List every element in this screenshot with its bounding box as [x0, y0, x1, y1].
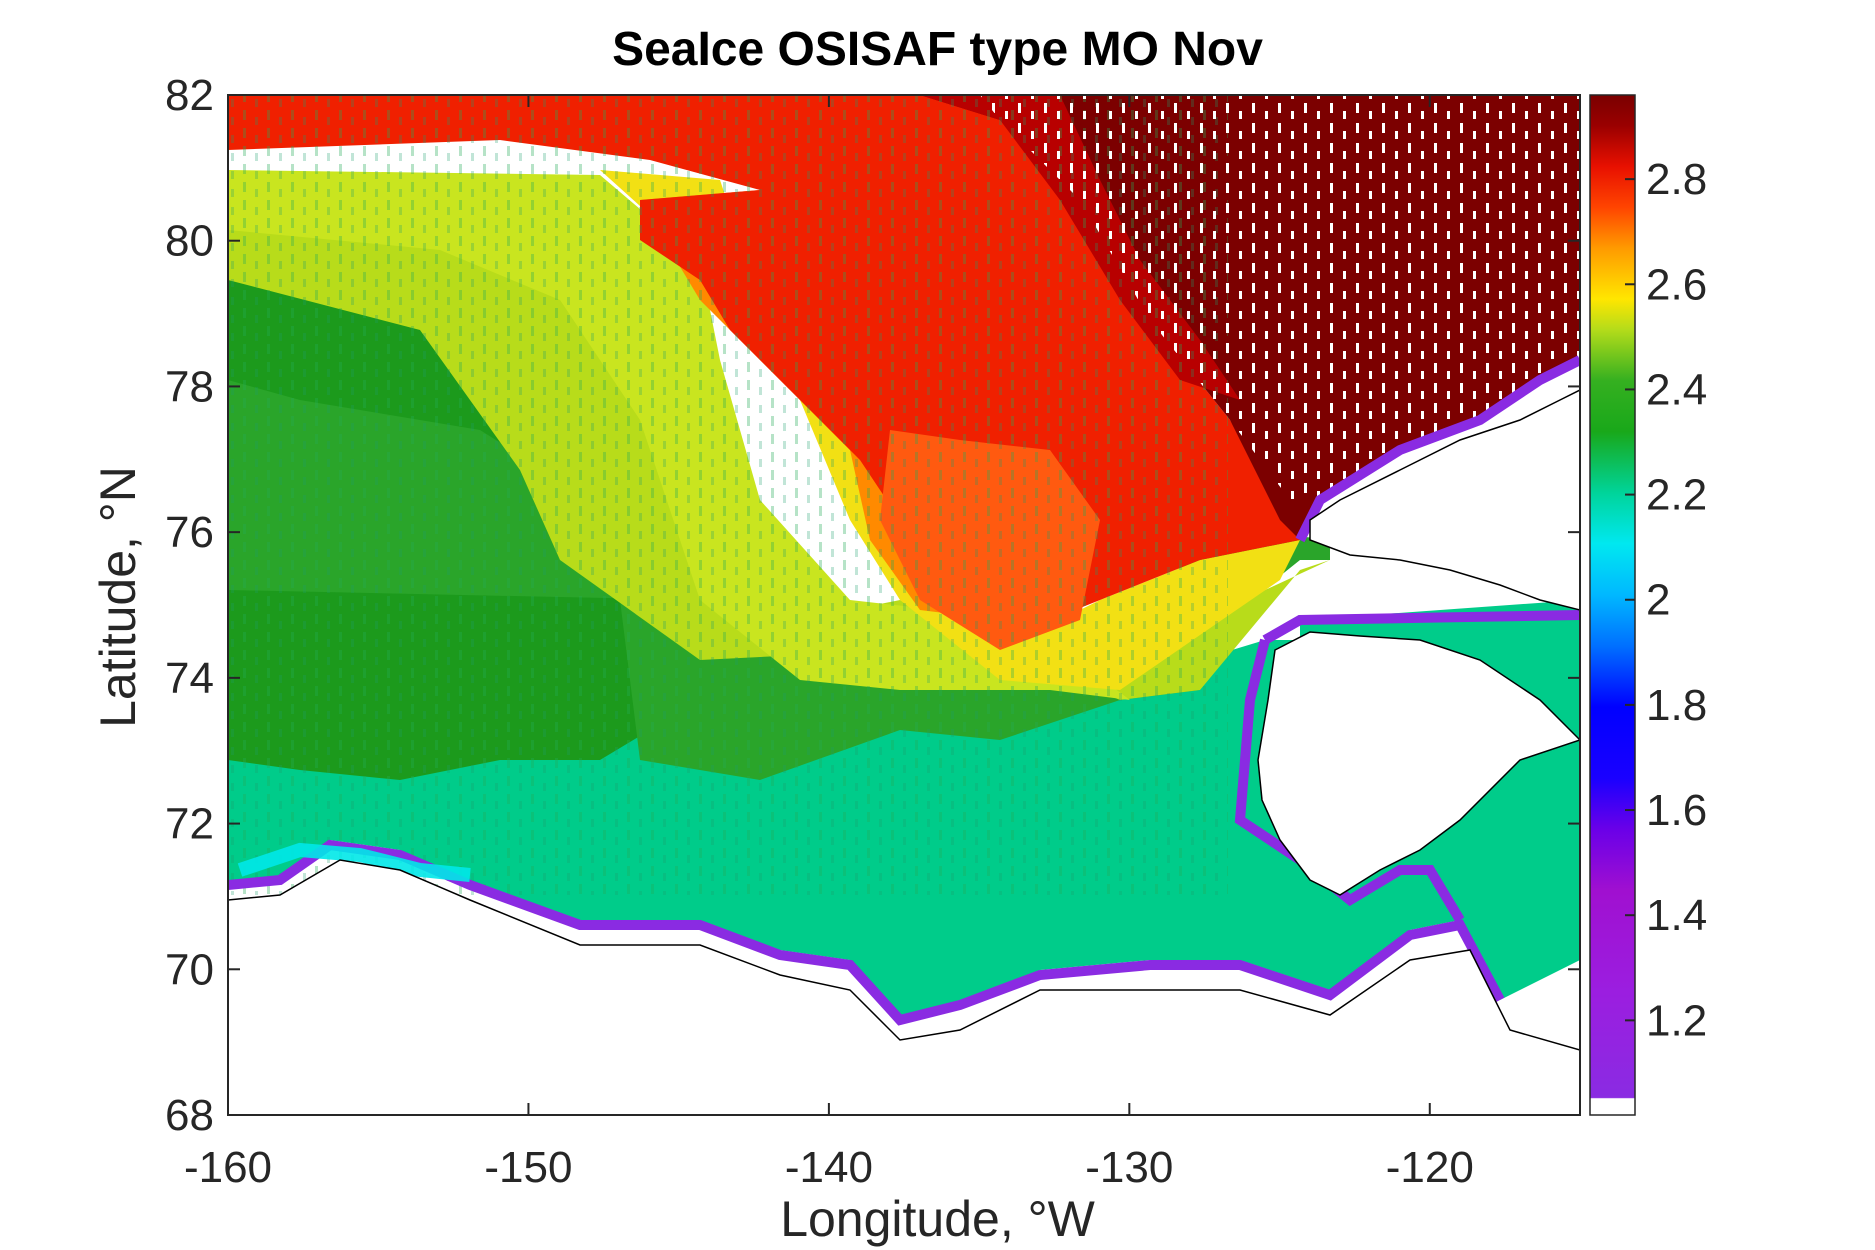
colorbar-tick-label: 1.6 [1646, 786, 1707, 835]
land-north-east [1309, 389, 1580, 611]
x-tick-label: -120 [1386, 1143, 1474, 1192]
x-axis: -160 -150 -140 -130 -120 [184, 95, 1474, 1192]
field-east-fringe [1295, 355, 1580, 543]
colorbar-tick-label: 2.4 [1646, 365, 1707, 414]
colorbar-tick-label: 2.2 [1646, 471, 1707, 520]
axes-box [227, 94, 1581, 1116]
sea-ice-field [228, 95, 1580, 1115]
y-tick-label: 68 [165, 1091, 214, 1140]
y-axis-label: Latitude, °N [90, 466, 146, 728]
y-tick-label: 82 [165, 71, 214, 120]
speckle-overlay-green [228, 95, 1228, 895]
colorbar [1589, 94, 1636, 1116]
chart-title: SeaIce OSISAF type MO Nov [612, 23, 1263, 76]
x-axis-label: Longitude, °W [780, 1191, 1095, 1247]
y-tick-label: 78 [165, 362, 214, 411]
y-tick-label: 72 [165, 800, 214, 849]
land-island [1257, 631, 1580, 896]
field-coastal-fringe [228, 839, 1505, 1026]
x-tick-label: -160 [184, 1143, 272, 1192]
y-tick-label: 80 [165, 217, 214, 266]
land-mainland [228, 859, 1580, 1115]
y-tick-label: 74 [165, 654, 214, 703]
colorbar-tick-label: 1.2 [1646, 996, 1707, 1045]
x-tick-label: -150 [484, 1143, 572, 1192]
x-tick-label: -140 [785, 1143, 873, 1192]
y-axis: 68 70 72 74 76 78 80 82 [165, 71, 1580, 1140]
colorbar-tick-label: 2.6 [1646, 260, 1707, 309]
colorbar-tick-label: 1.8 [1646, 681, 1707, 730]
colorbar-tick-label: 1.4 [1646, 891, 1707, 940]
field-cyan-strip [237, 842, 471, 882]
colorbar-ticks: 1.2 1.4 1.6 1.8 2 2.2 2.4 2.6 2.8 [1625, 155, 1707, 1045]
colorbar-tick-label: 2 [1646, 576, 1670, 625]
y-tick-label: 76 [165, 508, 214, 557]
x-tick-label: -130 [1085, 1143, 1173, 1192]
speckle-overlay-white [980, 95, 1580, 500]
y-tick-label: 70 [165, 945, 214, 994]
colorbar-tick-label: 2.8 [1646, 155, 1707, 204]
